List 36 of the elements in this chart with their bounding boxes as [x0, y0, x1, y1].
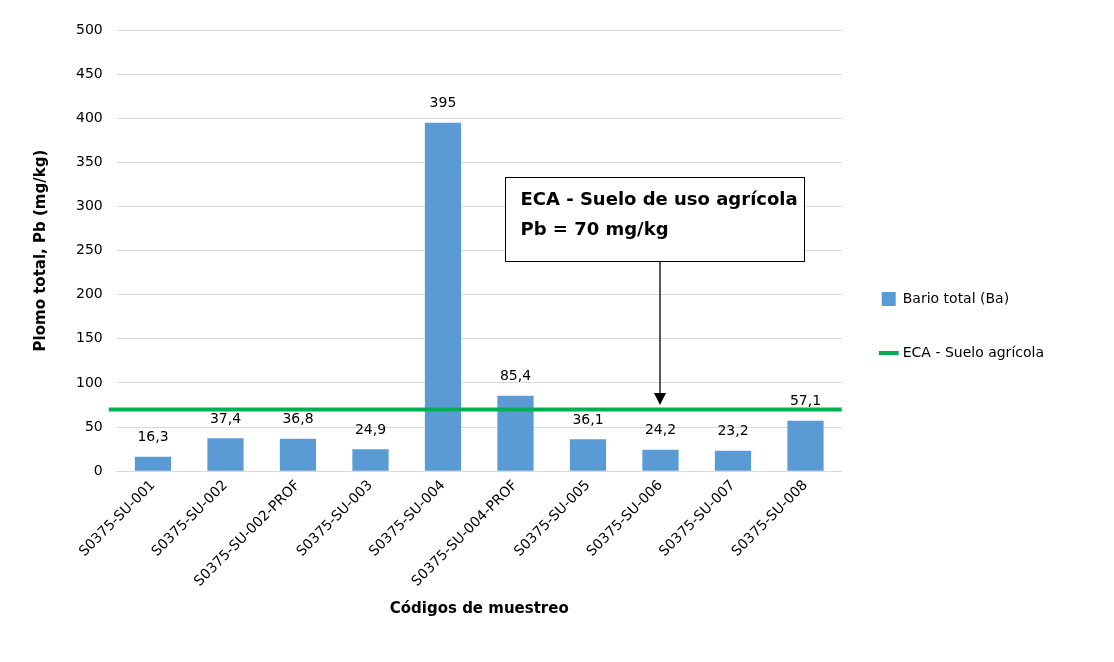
bar — [279, 438, 317, 471]
y-tick-label: 100 — [75, 373, 103, 390]
bar — [642, 449, 679, 471]
data-label: 16,3 — [137, 428, 169, 445]
data-label: 85,4 — [499, 367, 532, 384]
data-label: 57,1 — [789, 392, 822, 409]
data-label: 395 — [429, 94, 457, 111]
data-label: 37,4 — [209, 409, 242, 426]
legend-label: Bario total (Ba) — [902, 289, 1010, 306]
annotation: ECA - Suelo de uso agrícola Pb = 70 mg/kg — [505, 177, 806, 263]
bar — [207, 438, 244, 471]
y-tick-label: 300 — [75, 197, 103, 214]
data-label: 24,2 — [644, 421, 677, 438]
y-tick-label: 150 — [75, 329, 103, 346]
bar — [569, 439, 607, 471]
bar — [424, 122, 462, 471]
y-tick-label: 450 — [75, 64, 103, 81]
bar — [787, 420, 824, 471]
y-tick-label: 500 — [75, 20, 103, 37]
x-axis-title: Códigos de muestreo — [389, 598, 569, 617]
data-label: 23,2 — [717, 422, 749, 439]
y-tick-label: 0 — [93, 461, 103, 478]
data-label: 24,9 — [354, 420, 387, 437]
data-label: 36,1 — [572, 410, 604, 427]
bar — [714, 450, 752, 471]
bar — [134, 456, 172, 471]
bar — [352, 449, 389, 471]
legend-label: ECA - Suelo agrícola — [902, 343, 1045, 360]
y-tick-label: 200 — [75, 285, 103, 302]
y-tick-label: 350 — [75, 152, 103, 169]
y-tick-label: 400 — [75, 108, 103, 125]
bar — [497, 395, 534, 471]
y-tick-label: 50 — [84, 417, 103, 434]
y-tick-label: 250 — [75, 241, 103, 258]
y-axis-title: Plomo total, Pb (mg/kg) — [30, 149, 49, 352]
data-label: 36,8 — [282, 410, 314, 427]
